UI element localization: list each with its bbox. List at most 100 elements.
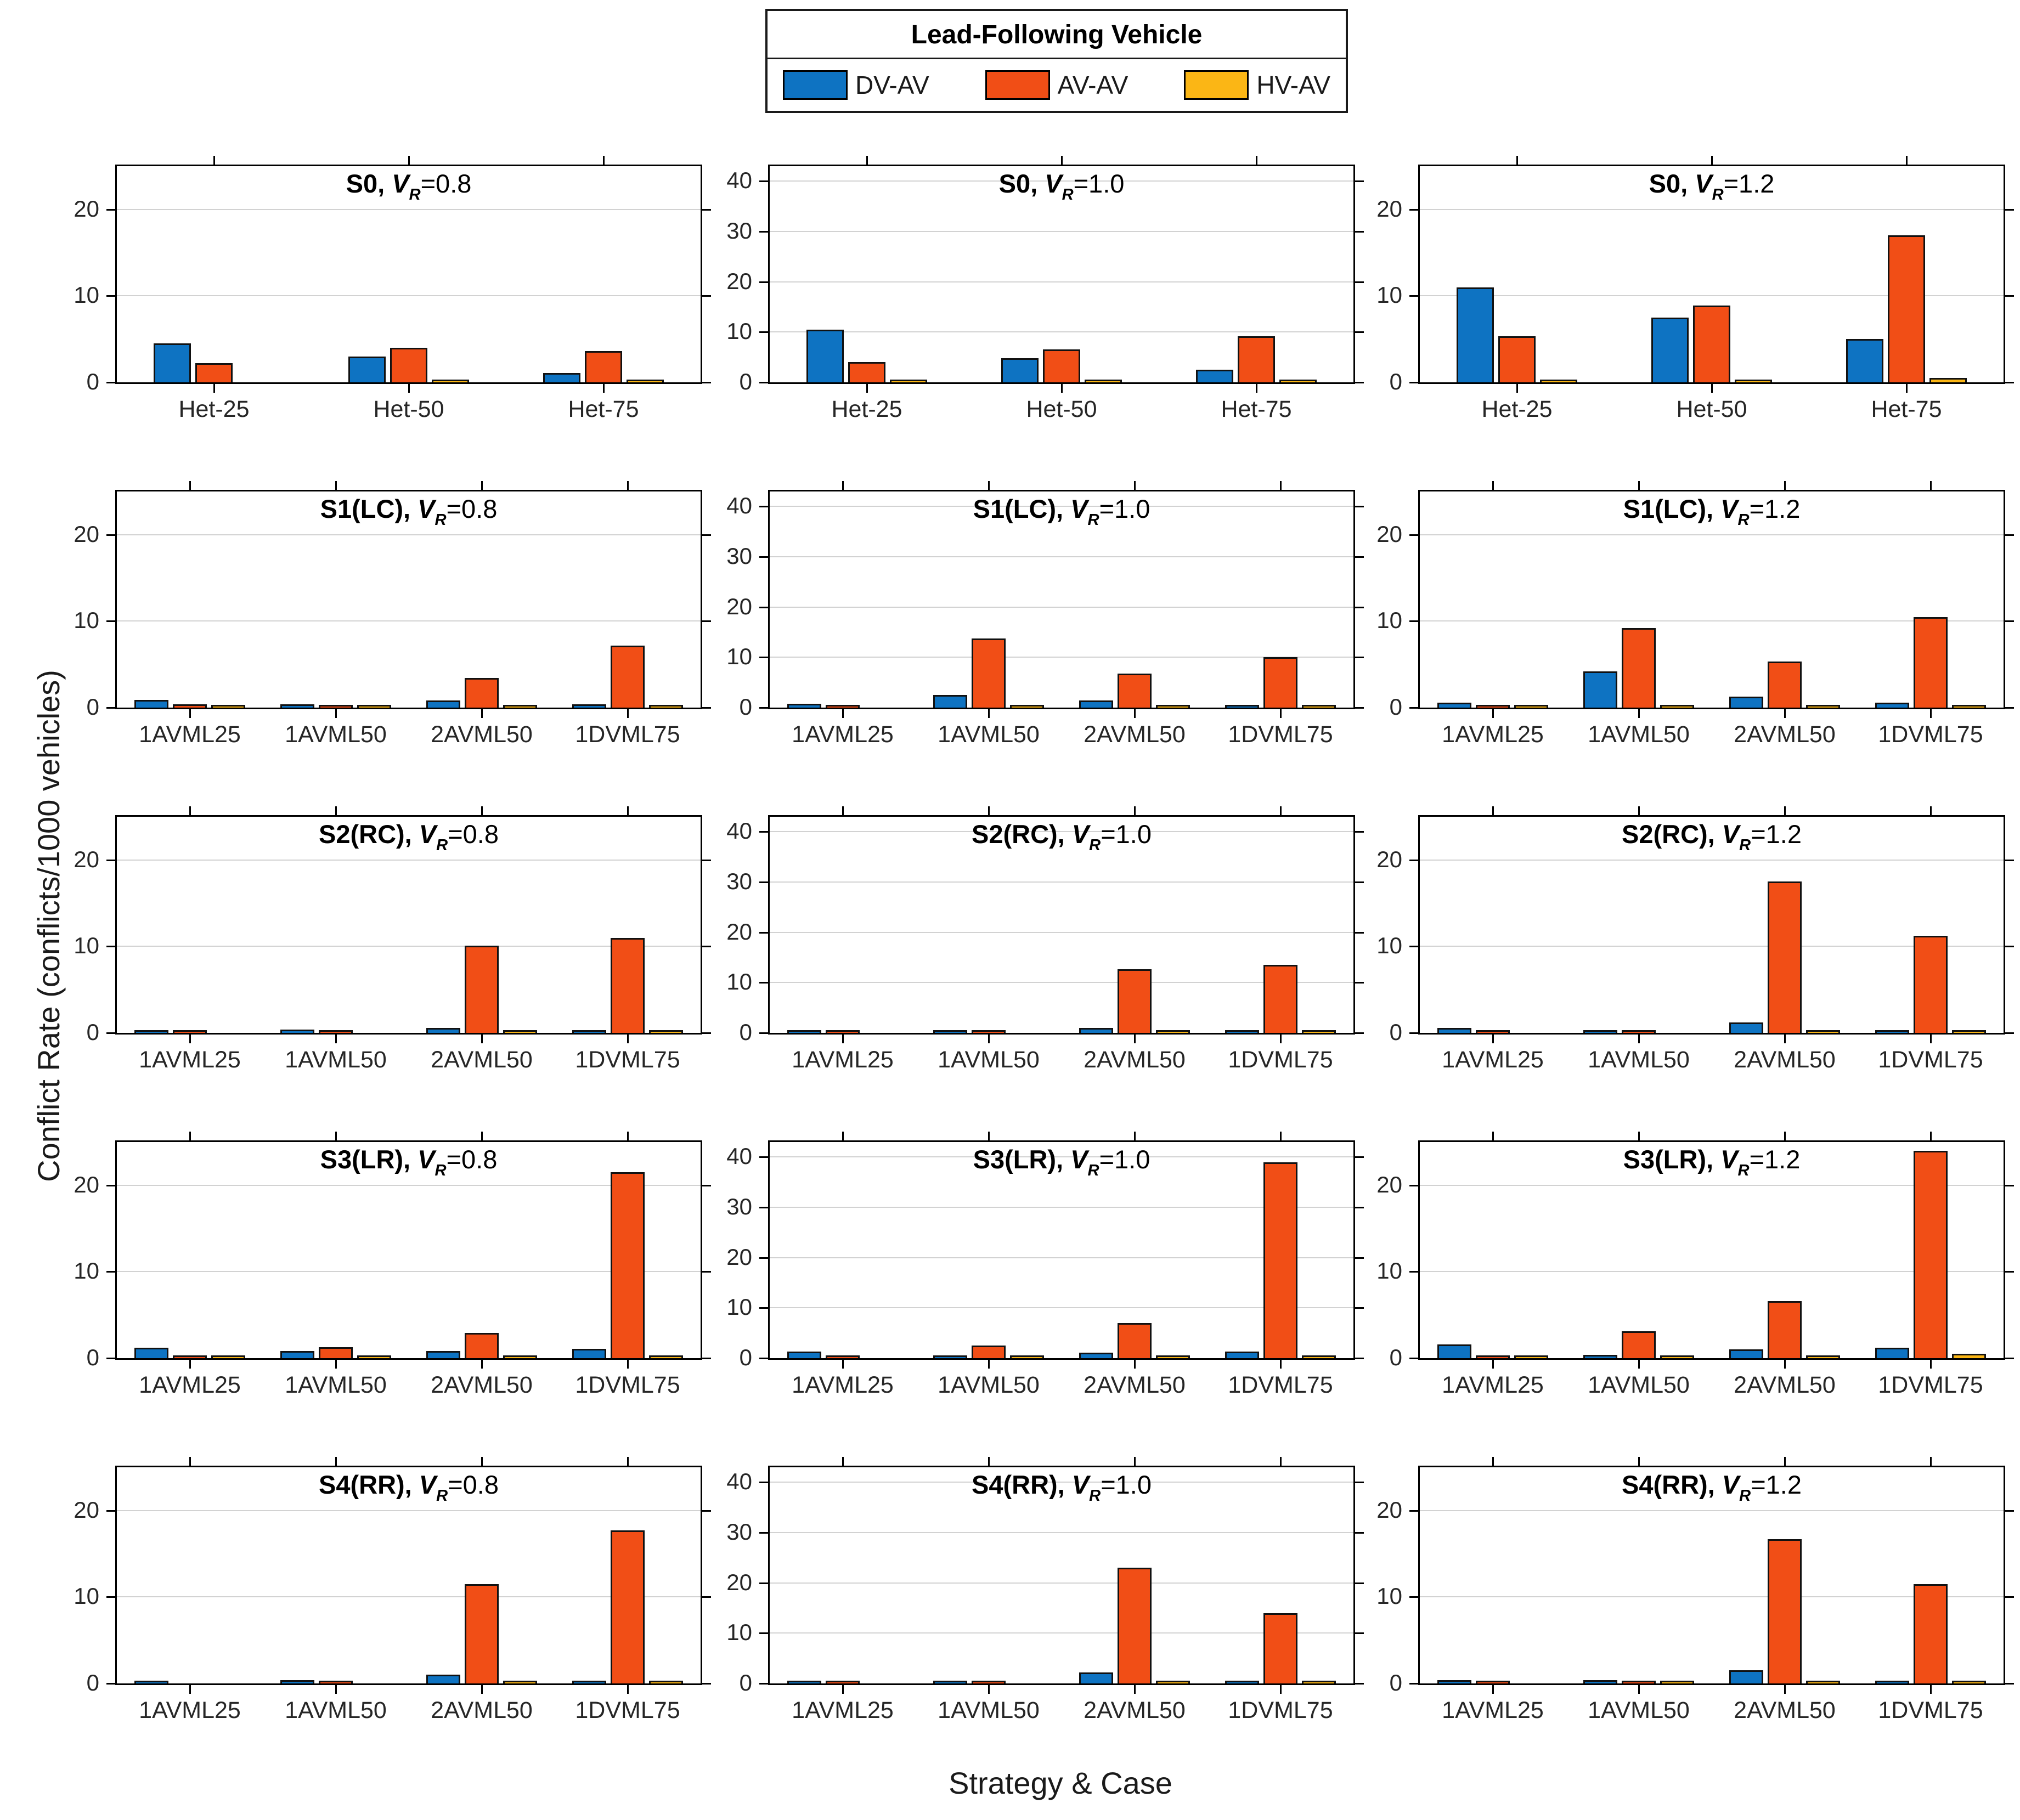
x-tick-label-1AVML50: 1AVML50 (285, 1697, 387, 1723)
subplot-title: S2(RC), VR=1.0 (972, 819, 1152, 855)
gridline-y30 (770, 881, 1353, 883)
x-tick-label-1AVML25: 1AVML25 (1442, 1047, 1544, 1073)
x-tick-bottom (1930, 1685, 1932, 1694)
bar-dv-av-1AVML25 (787, 1352, 821, 1358)
y-tick-right (1355, 506, 1364, 507)
gridline-y20 (1420, 1510, 2004, 1511)
gridline-y30 (770, 1207, 1353, 1208)
x-tick-label-1AVML50: 1AVML50 (938, 1372, 1040, 1398)
x-tick-top (603, 156, 605, 165)
x-tick-bottom (1280, 1360, 1282, 1369)
y-tick-label: 10 (74, 1583, 99, 1609)
x-tick-bottom (481, 1035, 483, 1043)
x-tick-top (1516, 156, 1518, 165)
x-tick-label-2AVML50: 2AVML50 (1734, 1697, 1836, 1723)
legend-entry-hv-av: HV-AV (1184, 70, 1330, 100)
bar-dv-av-2AVML50 (1729, 1022, 1763, 1033)
bar-dv-av-1AVML50 (280, 1030, 314, 1033)
x-tick-top (335, 481, 337, 490)
gridline-y10 (117, 1271, 701, 1272)
bar-dv-av-1DVML75 (1225, 1030, 1259, 1033)
y-tick-right (2005, 534, 2014, 536)
x-tick-bottom (988, 1035, 990, 1043)
x-tick-top (1638, 1132, 1640, 1140)
y-tick-left (106, 209, 115, 211)
bar-dv-av-1AVML50 (1583, 1355, 1617, 1358)
x-tick-bottom (1784, 1360, 1786, 1369)
bar-av-av-1DVML75 (611, 938, 645, 1033)
x-tick-bottom (627, 1360, 629, 1369)
x-tick-bottom (1492, 709, 1494, 718)
bar-av-av-1AVML25 (173, 1030, 207, 1033)
bar-dv-av-2AVML50 (1079, 1028, 1113, 1033)
x-tick-bottom (1784, 1035, 1786, 1043)
x-tick-label-1DVML75: 1DVML75 (1228, 1697, 1333, 1723)
y-tick-right (2005, 1185, 2014, 1186)
x-tick-top (988, 1457, 990, 1466)
y-tick-right (2005, 1683, 2014, 1685)
gridline-y20 (117, 1185, 701, 1186)
bar-av-av-1AVML50 (319, 1347, 353, 1358)
x-tick-bottom (1280, 709, 1282, 718)
x-tick-bottom (1134, 1685, 1136, 1694)
y-tick-label: 10 (726, 643, 752, 669)
bar-av-av-1AVML50 (319, 1030, 353, 1033)
y-tick-left (106, 1358, 115, 1359)
bar-av-av-2AVML50 (1768, 662, 1802, 708)
x-tick-label-Het-50: Het-50 (373, 396, 444, 422)
y-tick-right (1355, 1482, 1364, 1483)
bar-hv-av-Het-25 (1540, 380, 1577, 382)
bar-hv-av-1AVML25 (211, 705, 245, 708)
bar-dv-av-2AVML50 (1079, 700, 1113, 708)
x-tick-bottom (866, 384, 868, 393)
y-tick-right (2005, 209, 2014, 211)
bar-hv-av-Het-25 (890, 380, 927, 382)
bar-av-av-1AVML25 (1476, 1355, 1510, 1358)
x-tick-top (842, 806, 844, 815)
y-tick-label: 0 (1389, 1670, 1402, 1695)
y-tick-label: 40 (726, 1143, 752, 1169)
x-tick-top (842, 1457, 844, 1466)
y-tick-right (702, 534, 711, 536)
bar-av-av-1AVML50 (319, 1681, 353, 1683)
bar-av-av-2AVML50 (1768, 1301, 1802, 1358)
y-tick-right (1355, 881, 1364, 883)
bar-hv-av-2AVML50 (1156, 1030, 1190, 1033)
bar-dv-av-Het-25 (154, 343, 191, 382)
y-tick-right (1355, 831, 1364, 833)
gridline-y20 (770, 932, 1353, 933)
x-tick-top (481, 1132, 483, 1140)
bar-dv-av-2AVML50 (426, 1675, 460, 1683)
bar-dv-av-2AVML50 (1079, 1672, 1113, 1683)
y-tick-label: 10 (1376, 932, 1402, 958)
y-tick-label: 0 (86, 369, 99, 394)
y-tick-label: 20 (1376, 1172, 1402, 1197)
x-tick-bottom (1256, 384, 1257, 393)
bar-av-av-2AVML50 (465, 946, 499, 1033)
x-tick-label-1AVML25: 1AVML25 (139, 1047, 241, 1073)
y-tick-right (702, 1683, 711, 1685)
y-tick-label: 30 (726, 1194, 752, 1219)
bar-hv-av-1AVML50 (1660, 705, 1694, 708)
x-tick-top (1638, 806, 1640, 815)
x-tick-bottom (1280, 1685, 1282, 1694)
subplot-title: S3(LR), VR=0.8 (320, 1145, 498, 1180)
bar-hv-av-1AVML25 (1514, 1355, 1548, 1358)
y-tick-left (759, 1532, 768, 1534)
x-tick-label-1DVML75: 1DVML75 (1228, 1047, 1333, 1073)
bar-hv-av-2AVML50 (503, 1681, 537, 1683)
x-tick-top (481, 1457, 483, 1466)
x-tick-top (189, 481, 191, 490)
bar-hv-av-1AVML50 (1010, 1355, 1044, 1358)
bar-av-av-1AVML25 (826, 1030, 860, 1033)
x-tick-label-1AVML25: 1AVML25 (1442, 1372, 1544, 1398)
y-tick-label: 10 (1376, 282, 1402, 308)
gridline-y10 (770, 1632, 1353, 1634)
bar-av-av-Het-75 (1888, 235, 1925, 382)
bar-hv-av-1DVML75 (1952, 705, 1986, 708)
gridline-y20 (770, 281, 1353, 282)
y-tick-right (702, 620, 711, 622)
gridline-y30 (770, 1532, 1353, 1533)
y-tick-left (106, 860, 115, 861)
x-tick-bottom (1061, 384, 1063, 393)
